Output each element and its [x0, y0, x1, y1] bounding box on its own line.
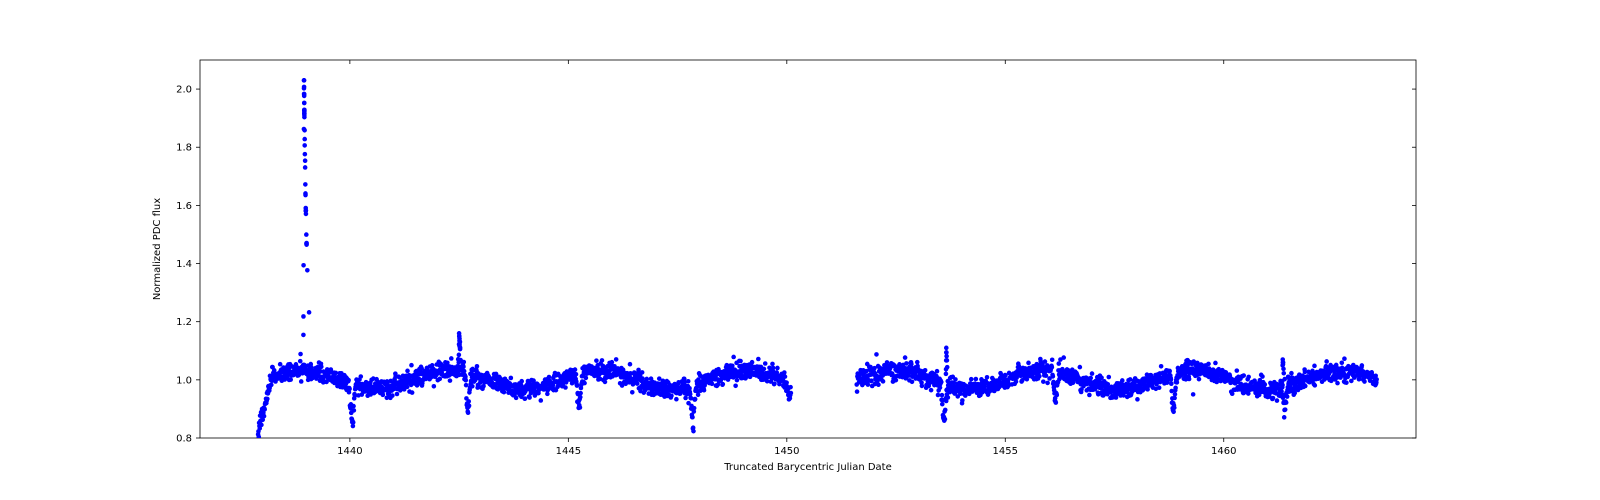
x-tick-label: 1455	[993, 446, 1018, 457]
x-tick-label: 1440	[337, 446, 362, 457]
chart-svg: 1440 1445 1450 1455 1460 0.8 1.0 1.2 1.4 1.6 1.8 2.…	[0, 0, 1600, 500]
x-tick-label: 1450	[774, 446, 799, 457]
y-axis-label: Normalized PDC flux	[152, 198, 163, 300]
y-tick-label: 1.2	[176, 317, 192, 328]
y-tick-label: 1.0	[176, 375, 192, 386]
lightcurve-chart: 1440 1445 1450 1455 1460 0.8 1.0 1.2 1.4 1.6 1.8 2.…	[0, 0, 1600, 500]
y-tick-label: 0.8	[176, 434, 192, 445]
y-tick-label: 2.0	[176, 85, 192, 96]
y-tick-label: 1.6	[176, 201, 192, 212]
x-axis-label: Truncated Barycentric Julian Date	[723, 462, 892, 473]
x-tick-label: 1460	[1211, 446, 1236, 457]
y-tick-label: 1.8	[176, 143, 192, 154]
y-tick-label: 1.4	[176, 259, 192, 270]
x-tick-label: 1445	[556, 446, 581, 457]
